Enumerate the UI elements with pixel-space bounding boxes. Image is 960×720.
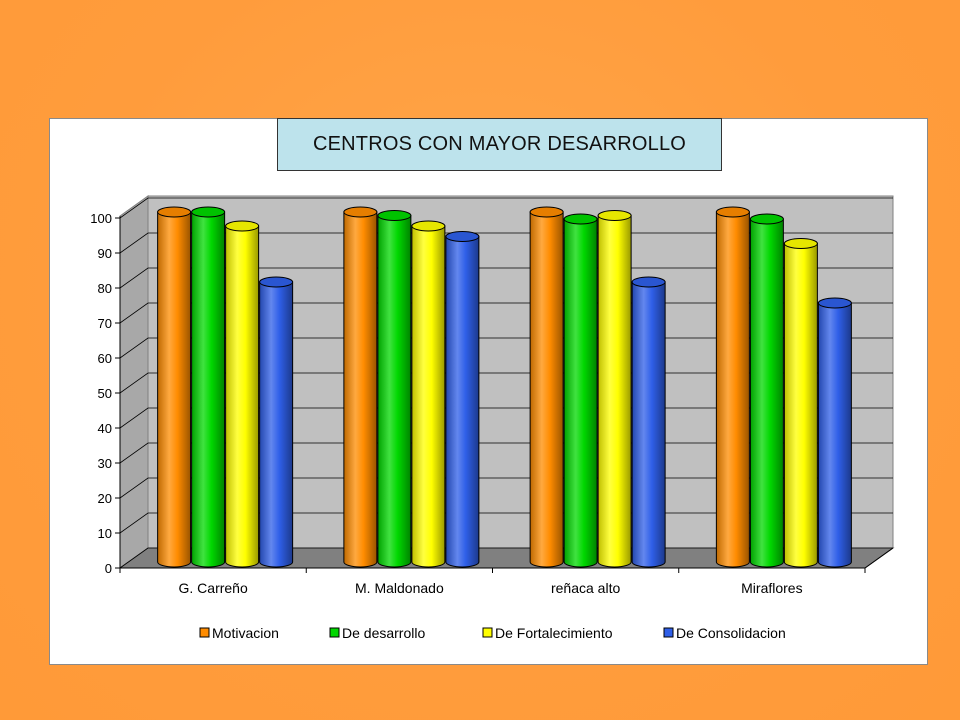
- gridline: [119, 232, 893, 254]
- y-tick-label: 60: [98, 351, 112, 366]
- legend-swatch: [199, 627, 210, 638]
- x-tick-label: Miraflores: [741, 580, 802, 596]
- bar-top: [783, 238, 818, 249]
- bar-top: [377, 210, 412, 221]
- y-tick-label: 40: [98, 421, 112, 436]
- bar-de-consolidacion: [817, 302, 852, 568]
- bar-top: [157, 206, 192, 218]
- bar-de-fortalecimiento: [225, 225, 260, 568]
- chart-title: CENTROS CON MAYOR DESARROLLO: [277, 118, 722, 171]
- bar-motivacion: [715, 211, 750, 568]
- legend-swatch: [663, 627, 674, 638]
- bar-top: [563, 213, 598, 225]
- legend-swatch: [329, 627, 340, 638]
- bar-top: [817, 297, 852, 309]
- bar-de-consolidacion: [445, 236, 480, 568]
- bar-de-consolidacion: [259, 281, 294, 568]
- bar-top: [749, 213, 784, 225]
- bar-top: [631, 276, 666, 288]
- y-tick-label: 50: [98, 386, 112, 401]
- floor-edge: [864, 547, 894, 569]
- x-tick-label: reñaca alto: [551, 580, 620, 596]
- x-tick-label: M. Maldonado: [355, 580, 444, 596]
- bar-top: [343, 206, 378, 218]
- bar-motivacion: [529, 211, 564, 568]
- bar-top: [597, 210, 632, 221]
- legend-label: De desarrollo: [342, 625, 425, 641]
- y-tick-label: 30: [98, 456, 112, 471]
- bar-motivacion: [343, 211, 378, 568]
- y-tick-label: 80: [98, 281, 112, 296]
- y-tick-label: 20: [98, 491, 112, 506]
- bar-de-desarrollo: [377, 215, 412, 568]
- bar-top: [259, 276, 294, 288]
- bar-de-fortalecimiento: [411, 225, 446, 568]
- bar-de-desarrollo: [191, 211, 226, 568]
- bar-top: [445, 231, 480, 242]
- gridline: [119, 197, 893, 219]
- bar-de-fortalecimiento: [597, 215, 632, 568]
- bar-top: [191, 206, 226, 218]
- y-tick-label: 70: [98, 316, 112, 331]
- legend-label: Motivacion: [212, 625, 279, 641]
- legend-label: De Fortalecimiento: [495, 625, 613, 641]
- bar-top: [715, 206, 750, 218]
- bar-de-fortalecimiento: [783, 243, 818, 568]
- bar-de-desarrollo: [749, 218, 784, 568]
- x-tick-label: G. Carreño: [179, 580, 248, 596]
- gridline: [119, 267, 893, 289]
- bar-top: [225, 220, 260, 232]
- chart-side-wall: [119, 195, 149, 569]
- bar-top: [529, 206, 564, 218]
- y-tick-label: 0: [105, 561, 112, 576]
- y-tick-label: 100: [90, 211, 112, 226]
- bar-de-desarrollo: [563, 218, 598, 568]
- legend-swatch: [482, 627, 493, 638]
- y-tick-label: 90: [98, 246, 112, 261]
- bar-motivacion: [157, 211, 192, 568]
- bar-de-consolidacion: [631, 281, 666, 568]
- y-tick-label: 10: [98, 526, 112, 541]
- legend-label: De Consolidacion: [676, 625, 786, 641]
- bar-top: [411, 220, 446, 232]
